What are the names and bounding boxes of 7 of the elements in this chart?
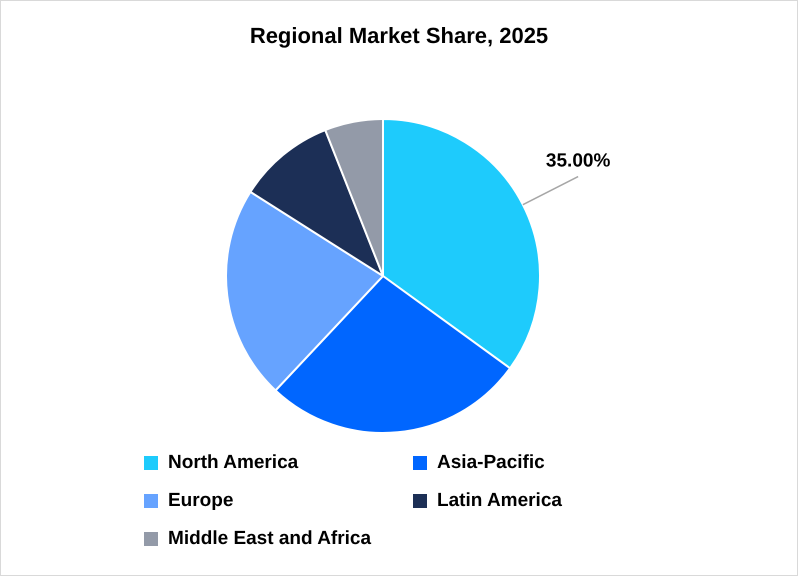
data-label: 35.00% (546, 150, 610, 172)
legend-label: Middle East and Africa (168, 528, 372, 550)
legend-label: Asia-Pacific (437, 452, 545, 474)
chart-title: Regional Market Share, 2025 (248, 23, 550, 49)
legend-label: Latin America (437, 490, 562, 512)
legend-label: North America (168, 452, 298, 474)
legend-label: Europe (168, 490, 234, 512)
